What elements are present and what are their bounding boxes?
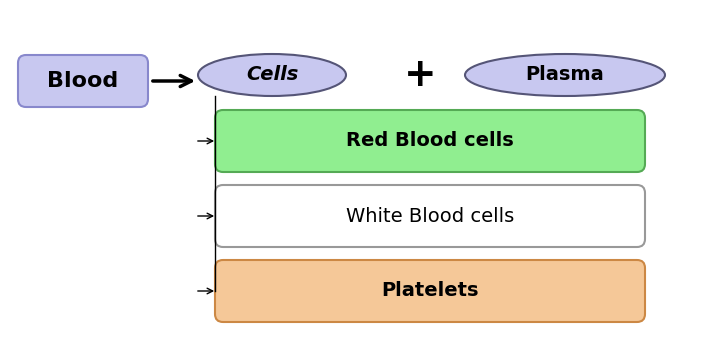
Text: Red Blood cells: Red Blood cells — [346, 132, 514, 150]
Text: Plasma: Plasma — [526, 66, 604, 84]
Ellipse shape — [198, 54, 346, 96]
Text: White Blood cells: White Blood cells — [346, 207, 514, 225]
Text: Cells: Cells — [246, 66, 298, 84]
FancyBboxPatch shape — [215, 110, 645, 172]
Text: Blood: Blood — [48, 71, 118, 91]
Text: +: + — [404, 56, 436, 94]
FancyBboxPatch shape — [18, 55, 148, 107]
Text: Platelets: Platelets — [381, 281, 479, 301]
FancyBboxPatch shape — [215, 260, 645, 322]
Ellipse shape — [465, 54, 665, 96]
FancyBboxPatch shape — [215, 185, 645, 247]
